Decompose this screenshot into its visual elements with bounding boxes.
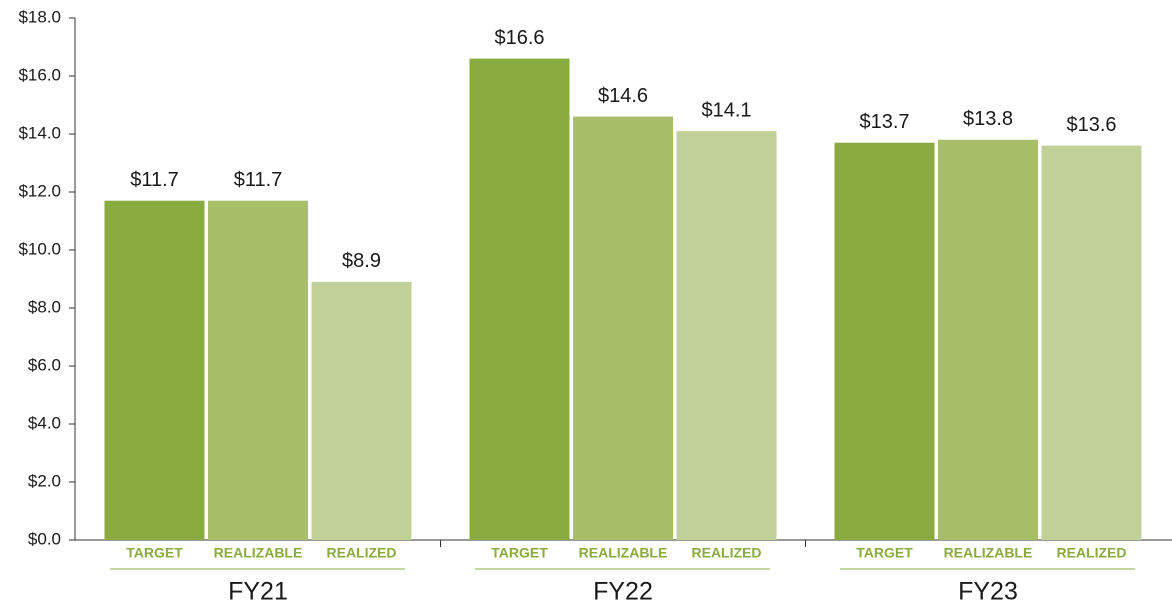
y-tick-label: $4.0: [28, 413, 61, 432]
series-label: REALIZABLE: [214, 545, 303, 561]
bar: [676, 131, 777, 540]
x-tick-label: FY22: [593, 578, 653, 605]
bar: [1041, 145, 1142, 540]
y-tick-label: $8.0: [28, 297, 61, 316]
y-tick-label: $14.0: [18, 123, 61, 142]
x-tick-label: FY23: [958, 578, 1018, 605]
y-tick-label: $0.0: [28, 529, 61, 548]
y-tick-label: $12.0: [18, 181, 61, 200]
value-label: $16.6: [494, 27, 544, 49]
series-label: REALIZED: [692, 545, 762, 561]
bar: [311, 281, 412, 540]
y-tick-label: $18.0: [18, 7, 61, 26]
value-label: $11.7: [234, 169, 283, 191]
y-tick-label: $10.0: [18, 239, 61, 258]
y-tick-label: $16.0: [18, 65, 61, 84]
value-label: $13.7: [859, 111, 909, 133]
value-label: $13.8: [963, 108, 1013, 130]
value-label: $14.1: [701, 99, 751, 121]
bar: [834, 142, 935, 540]
y-tick-label: $6.0: [28, 355, 61, 374]
bar: [208, 200, 308, 540]
bar: [938, 139, 1038, 541]
series-label: REALIZED: [1057, 545, 1127, 561]
value-label: $14.6: [598, 85, 648, 107]
bar: [104, 200, 205, 540]
bar: [469, 58, 570, 540]
value-label: $13.6: [1066, 114, 1116, 136]
value-label: $11.7: [130, 169, 179, 191]
x-tick-label: FY21: [228, 578, 288, 605]
series-label: TARGET: [856, 545, 913, 561]
y-tick-label: $2.0: [28, 471, 61, 490]
series-label: REALIZED: [327, 545, 397, 561]
bar: [573, 116, 673, 540]
series-label: TARGET: [491, 545, 548, 561]
series-label: REALIZABLE: [579, 545, 668, 561]
series-label: REALIZABLE: [944, 545, 1033, 561]
value-label: $8.9: [342, 250, 381, 272]
series-label: TARGET: [126, 545, 183, 561]
